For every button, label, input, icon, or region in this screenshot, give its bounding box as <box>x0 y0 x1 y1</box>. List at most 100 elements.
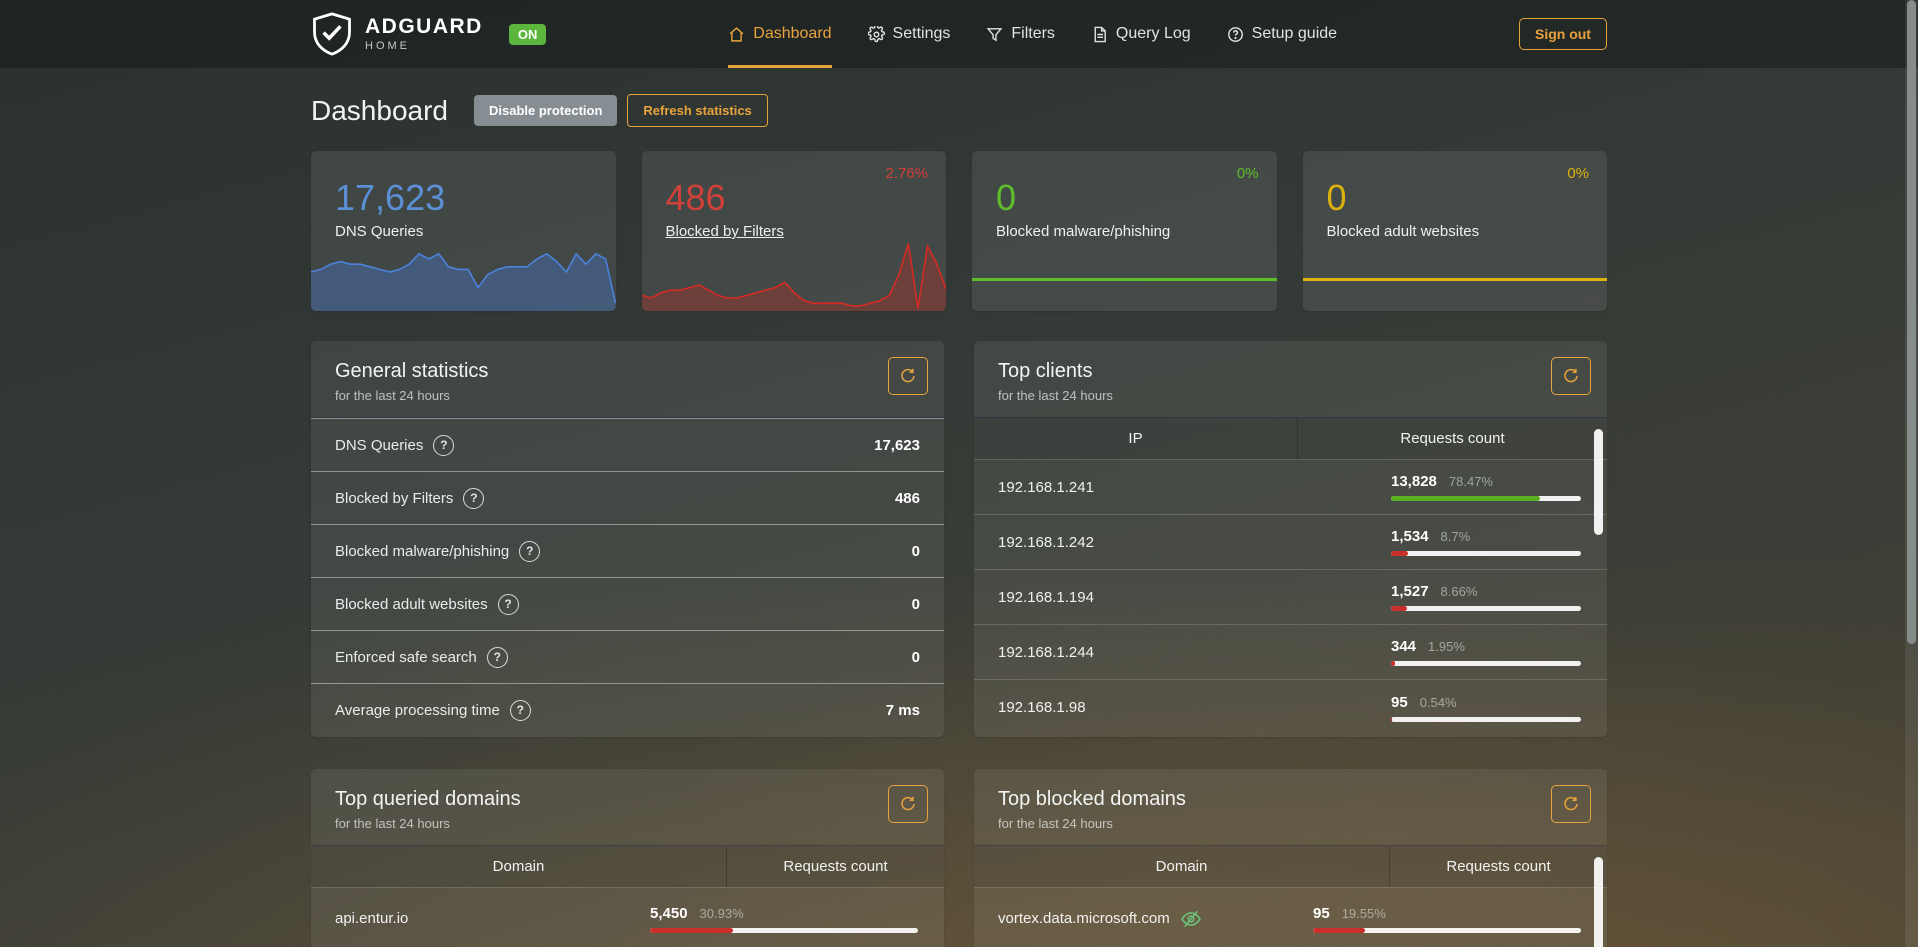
panel-scrollbar[interactable] <box>1594 429 1603 535</box>
stat-cards-row: 17,623 DNS Queries 2.76% 486 Blocked by … <box>311 151 1607 311</box>
stat-row: Average processing time? 7 ms <box>311 683 944 736</box>
column-header-requests-count: Requests count <box>1297 418 1607 459</box>
requests-bar <box>1391 551 1581 556</box>
refresh-icon-button[interactable] <box>1551 357 1591 395</box>
requests-count: 344 <box>1391 638 1417 655</box>
requests-count: 95 <box>1391 693 1408 711</box>
table-header: Domain Requests count <box>974 846 1607 888</box>
panel-subtitle: for the last 24 hours <box>335 388 450 403</box>
adguard-logo[interactable]: ADGUARD HOME ON <box>311 11 547 57</box>
stat-value: 0 <box>911 648 920 666</box>
stat-label: DNS Queries <box>335 436 424 454</box>
dns-queries-sparkline <box>311 233 616 311</box>
nav-item-settings[interactable]: Settings <box>867 0 950 68</box>
client-ip: 192.168.1.241 <box>998 478 1094 496</box>
stat-card-value: 486 <box>665 177 726 218</box>
page-scrollbar[interactable] <box>1905 0 1918 947</box>
refresh-icon <box>1564 796 1578 811</box>
refresh-icon <box>901 796 915 811</box>
nav-item-label: Setup guide <box>1251 25 1338 42</box>
refresh-statistics-button[interactable]: Refresh statistics <box>627 94 768 127</box>
help-icon[interactable]: ? <box>497 593 519 615</box>
table-row: 192.168.1.98 95 0.54% <box>974 680 1607 735</box>
stat-card-percent: 2.76% <box>885 165 928 182</box>
nav-item-query-log[interactable]: Query Log <box>1091 0 1191 68</box>
help-icon[interactable]: ? <box>463 487 485 509</box>
help-icon[interactable]: ? <box>486 646 508 668</box>
table-row: api.entur.io 5,450 30.93% <box>311 888 944 947</box>
domain-name: api.entur.io <box>335 910 409 927</box>
refresh-icon-button[interactable] <box>888 785 928 823</box>
page-scrollbar-thumb[interactable] <box>1907 0 1916 644</box>
requests-count: 95 <box>1313 904 1330 922</box>
stat-value: 0 <box>911 542 920 560</box>
table-header: IP Requests count <box>974 418 1607 460</box>
stat-card-label: Blocked adult websites <box>1326 223 1480 240</box>
refresh-icon-button[interactable] <box>1551 785 1591 823</box>
sign-out-button[interactable]: Sign out <box>1518 18 1607 50</box>
home-icon <box>728 26 745 43</box>
nav-item-filters[interactable]: Filters <box>986 0 1055 68</box>
requests-count: 1,527 <box>1391 583 1429 600</box>
help-icon[interactable]: ? <box>519 540 541 562</box>
panel-subtitle: for the last 24 hours <box>998 388 1113 403</box>
main-nav: Dashboard Settings Filters Query Log <box>728 0 1337 68</box>
brand-name: ADGUARD <box>365 15 483 38</box>
table-row: 192.168.1.241 13,828 78.47% <box>974 460 1607 515</box>
page-header: Dashboard Disable protection Refresh sta… <box>311 94 1607 127</box>
panel-scrollbar[interactable] <box>1594 857 1603 947</box>
requests-bar <box>1391 496 1581 501</box>
disable-protection-button[interactable]: Disable protection <box>473 95 618 126</box>
nav-item-setup-guide[interactable]: Setup guide <box>1227 0 1337 68</box>
requests-percent: 8.7% <box>1440 529 1471 544</box>
panel-subtitle: for the last 24 hours <box>998 816 1113 831</box>
nav-item-label: Query Log <box>1115 25 1191 42</box>
refresh-icon <box>901 368 915 383</box>
blocked-adult-sparkline <box>1302 278 1607 281</box>
panel-title: Top clients <box>998 360 1093 382</box>
blocked-by-filters-link[interactable]: Blocked by Filters <box>665 223 784 240</box>
nav-item-label: Filters <box>1011 25 1055 42</box>
page-title: Dashboard <box>311 94 448 126</box>
column-header-requests-count: Requests count <box>1389 846 1607 887</box>
table-row: 192.168.1.244 344 1.95% <box>974 625 1607 680</box>
stat-card-value: 17,623 <box>335 177 446 218</box>
column-header-domain: Domain <box>492 858 545 875</box>
help-icon[interactable]: ? <box>433 434 455 456</box>
requests-percent: 30.93% <box>699 905 744 921</box>
stat-card-label: Blocked malware/phishing <box>996 223 1171 240</box>
stat-row: Enforced safe search? 0 <box>311 630 944 683</box>
refresh-icon-button[interactable] <box>888 357 928 395</box>
client-ip: 192.168.1.98 <box>998 699 1086 716</box>
requests-bar <box>1391 606 1581 611</box>
client-ip: 192.168.1.194 <box>998 588 1094 606</box>
table-header: Domain Requests count <box>311 846 944 888</box>
column-header-domain: Domain <box>1155 858 1208 875</box>
client-ip: 192.168.1.244 <box>998 643 1094 661</box>
nav-item-label: Dashboard <box>753 25 832 42</box>
stat-card-blocked-malware: 0% 0 Blocked malware/phishing <box>972 151 1277 311</box>
table-row: 192.168.1.242 1,534 8.7% <box>974 515 1607 570</box>
gear-icon <box>867 25 885 43</box>
table-row: vortex.data.microsoft.com 95 19.55% <box>974 888 1607 947</box>
top-clients-panel: Top clients for the last 24 hours IP Req… <box>974 341 1607 737</box>
top-bar: ADGUARD HOME ON Dashboard Settings <box>0 0 1918 68</box>
stat-value: 17,623 <box>874 436 920 454</box>
panel-title: Top queried domains <box>335 788 521 810</box>
stat-label: Blocked malware/phishing <box>335 542 510 560</box>
document-icon <box>1091 26 1108 43</box>
eye-slash-icon[interactable] <box>1180 910 1202 928</box>
stat-value: 486 <box>894 489 920 507</box>
stat-card-percent: 0% <box>1567 165 1589 182</box>
funnel-icon <box>986 26 1003 43</box>
stat-value: 0 <box>911 595 920 613</box>
brand-sub: HOME <box>365 40 410 52</box>
nav-item-dashboard[interactable]: Dashboard <box>728 0 832 68</box>
stat-card-dns-queries: 17,623 DNS Queries <box>311 151 616 311</box>
requests-bar <box>1391 661 1581 666</box>
help-icon[interactable]: ? <box>509 699 531 721</box>
refresh-icon <box>1564 368 1578 383</box>
column-header-requests-count: Requests count <box>726 846 944 887</box>
blocked-malware-sparkline <box>972 278 1277 281</box>
stat-row: DNS Queries? 17,623 <box>311 418 944 471</box>
